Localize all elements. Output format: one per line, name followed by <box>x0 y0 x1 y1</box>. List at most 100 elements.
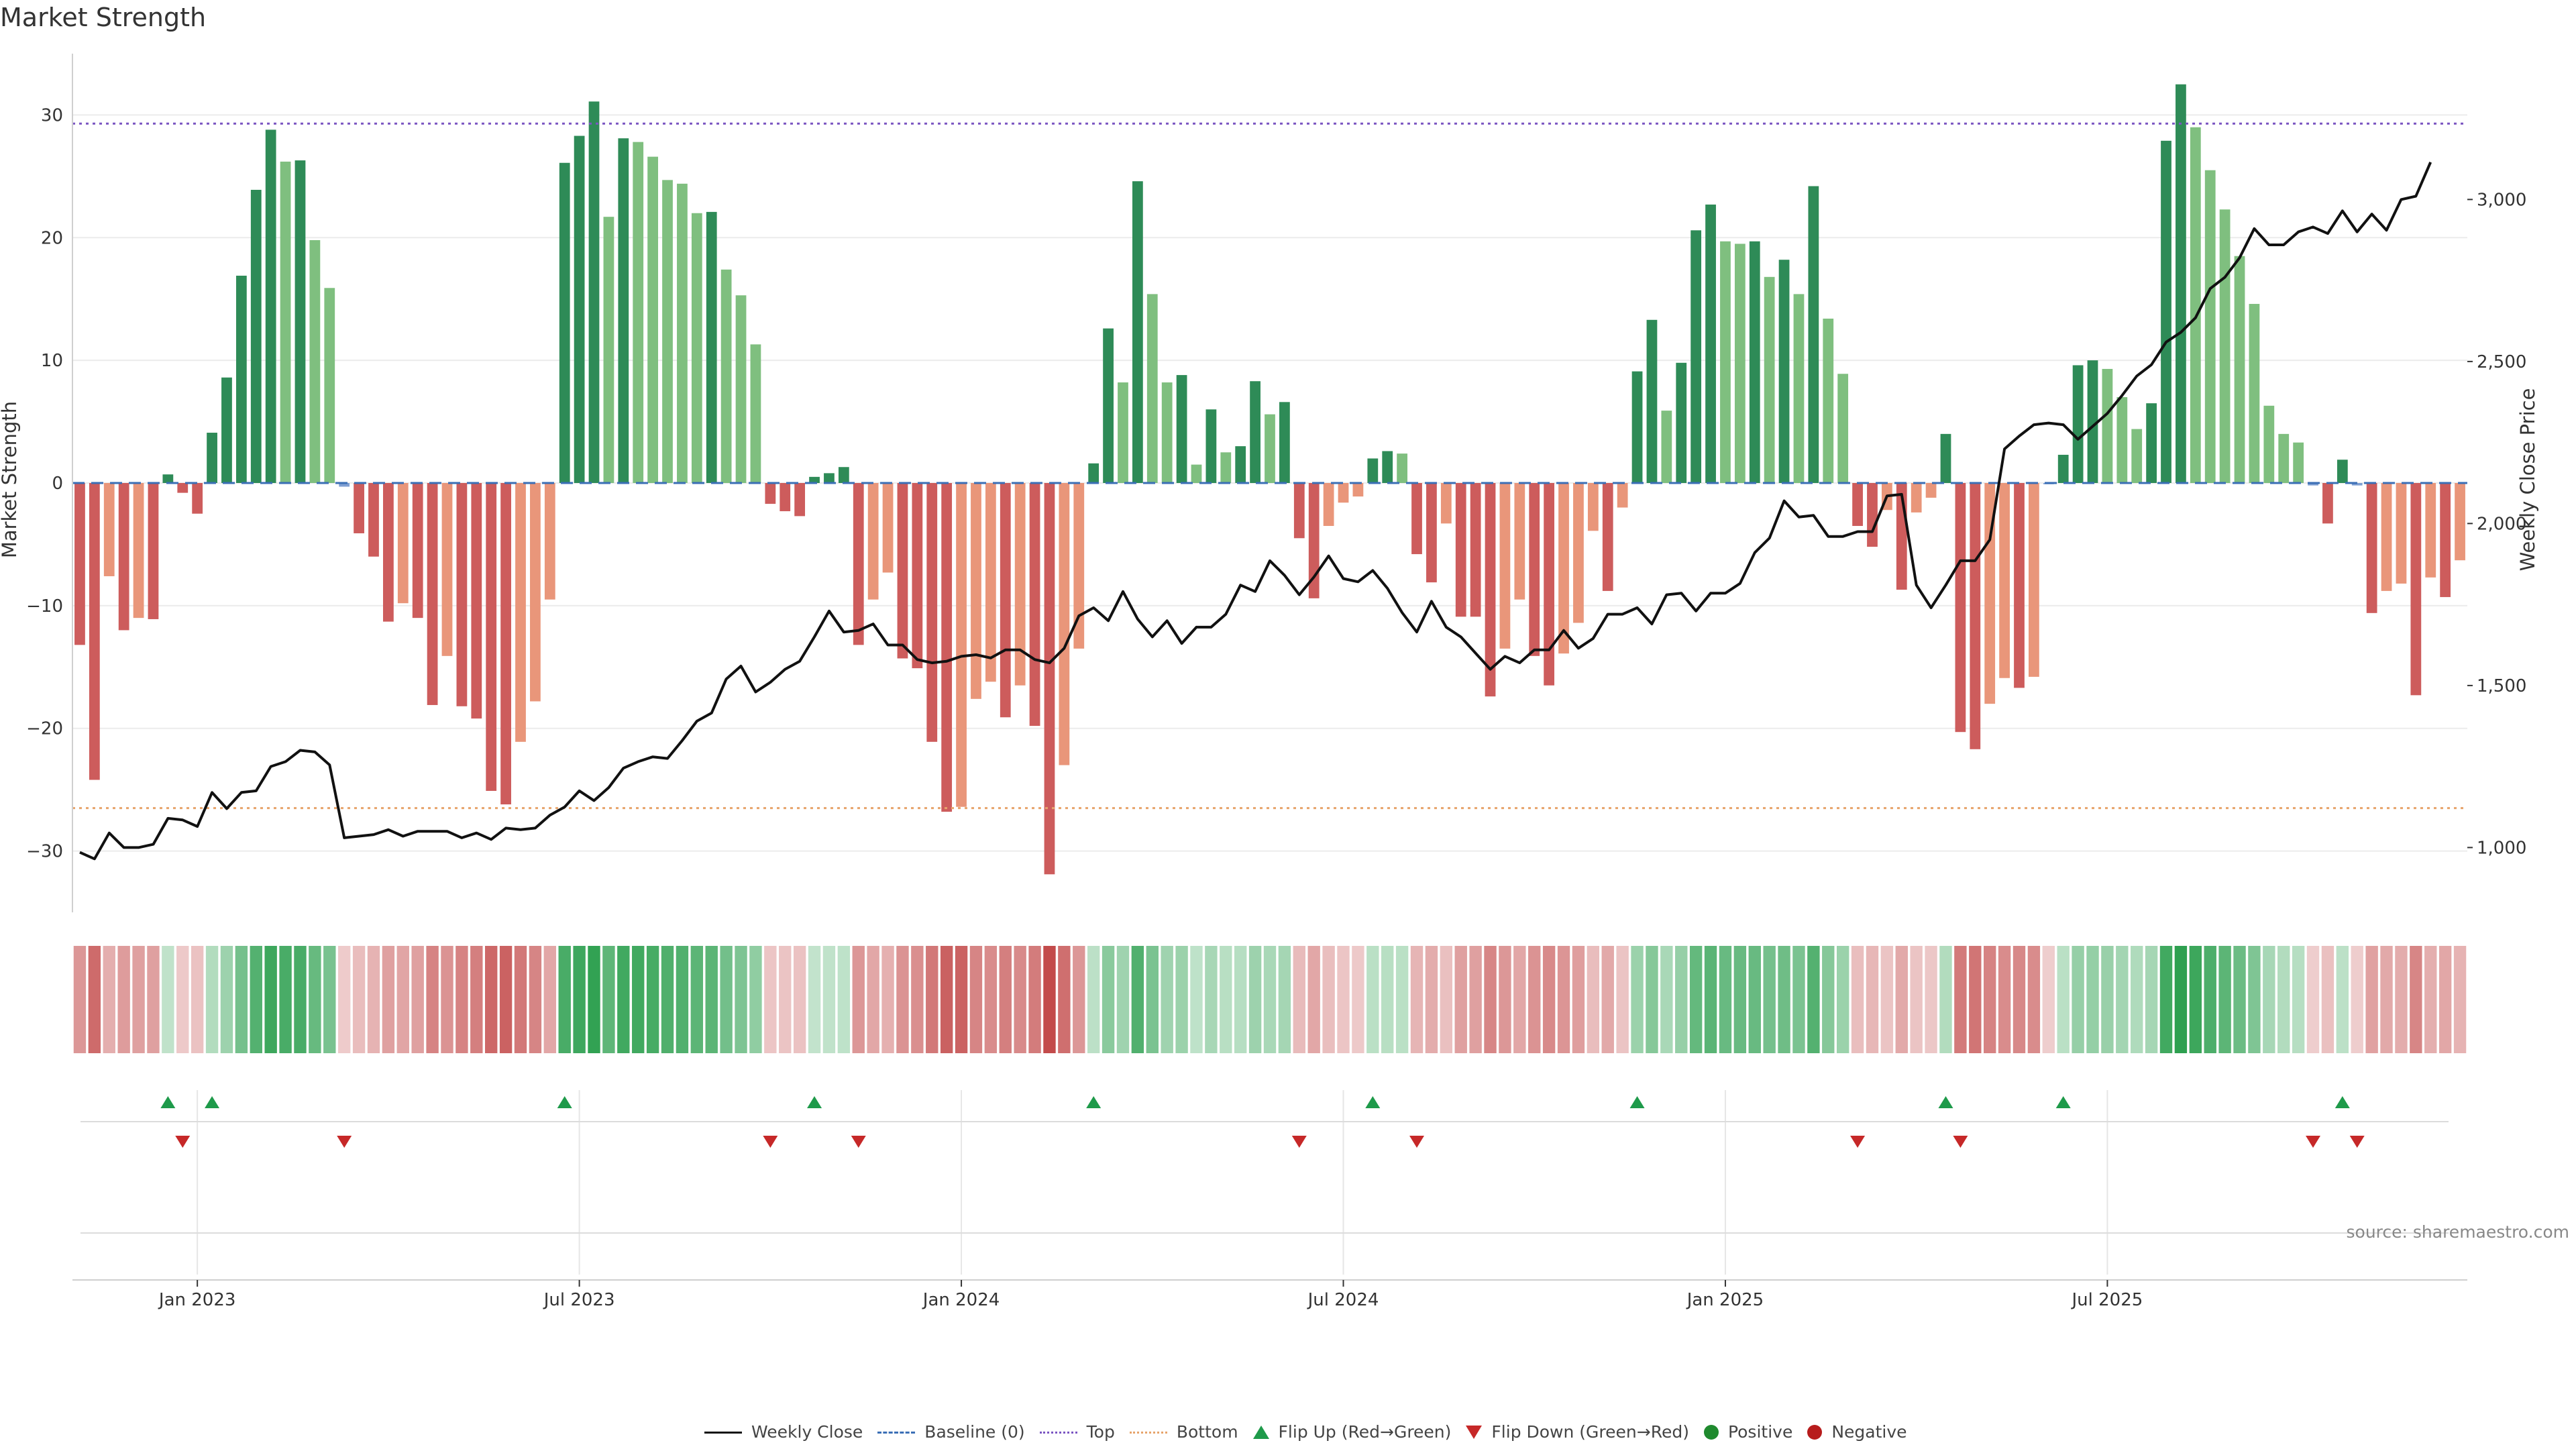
strength-bar <box>530 483 541 702</box>
strength-bar <box>1499 483 1511 649</box>
weekly-close-line <box>79 162 2432 861</box>
heat-cell <box>2086 946 2099 1053</box>
strength-bar <box>1793 294 1805 483</box>
strength-bar <box>2116 397 2128 483</box>
strength-bar <box>1367 458 1379 483</box>
heat-cell <box>1836 946 1849 1053</box>
strength-bar <box>2057 454 2069 483</box>
y-left-tick-label: −30 <box>26 842 63 862</box>
heat-cell <box>1925 946 1937 1053</box>
y-axis-left-label: Market Strength <box>0 401 21 558</box>
y-right-tick-label: 1,000 <box>2477 838 2526 858</box>
heat-cell <box>220 946 233 1053</box>
heat-cell <box>2438 946 2452 1053</box>
strength-bar <box>2322 483 2333 524</box>
heat-cell <box>1646 946 1658 1053</box>
heat-cell <box>808 946 821 1053</box>
strength-bar <box>2337 460 2348 483</box>
y-left-tick-label: 0 <box>52 474 63 494</box>
heat-cell <box>103 946 115 1053</box>
heat-cell <box>749 946 762 1053</box>
strength-bar <box>1382 451 1393 483</box>
strength-bar <box>956 483 967 807</box>
strength-bar <box>280 161 291 483</box>
strength-bar <box>1426 483 1437 583</box>
heat-cell <box>852 946 865 1053</box>
heat-cell <box>1675 946 1688 1053</box>
strength-bar <box>1940 433 1951 483</box>
strength-bar <box>354 483 364 533</box>
heat-cell <box>1851 946 1864 1053</box>
heat-cell <box>1322 946 1335 1053</box>
heat-cell <box>2057 946 2070 1053</box>
heat-cell <box>1175 946 1188 1053</box>
strength-bar <box>853 483 864 645</box>
strength-bar <box>794 483 806 517</box>
strength-bar <box>647 156 659 483</box>
heat-cell <box>1866 946 1879 1053</box>
heat-cell <box>1410 946 1424 1053</box>
heat-cell <box>822 946 836 1053</box>
heat-cell <box>205 946 219 1053</box>
heat-cell <box>764 946 777 1053</box>
heat-cell <box>1689 946 1703 1053</box>
strength-bar <box>867 483 879 600</box>
y-left-tick-label: 30 <box>41 105 63 125</box>
strength-bar <box>2219 209 2231 483</box>
heat-cell <box>176 946 189 1053</box>
heat-cell <box>1998 946 2011 1053</box>
strength-bar <box>2308 483 2318 486</box>
heat-cell <box>2321 946 2334 1053</box>
heat-cell <box>1205 946 1218 1053</box>
strength-bar <box>1764 276 1775 483</box>
heat-cell <box>1572 946 1585 1053</box>
strength-bar <box>1338 483 1349 503</box>
strength-bar <box>2131 429 2143 483</box>
heat-cell <box>191 946 204 1053</box>
heat-cell <box>661 946 674 1053</box>
strength-bar <box>250 189 262 483</box>
strength-bar <box>1323 483 1334 526</box>
strength-bar <box>838 467 849 483</box>
legend-baseline: Baseline (0) <box>877 1422 1025 1442</box>
x-tick-label: Jul 2025 <box>2070 1290 2143 1310</box>
heat-cell <box>1880 946 1894 1053</box>
strength-bar <box>2161 140 2171 484</box>
strength-bar <box>1925 483 1937 498</box>
strength-bar <box>2396 483 2407 584</box>
heat-cell <box>529 946 542 1053</box>
strength-bar <box>706 211 717 483</box>
strength-bar <box>456 483 468 706</box>
heat-cell <box>2424 946 2437 1053</box>
strength-bar <box>1059 483 1070 765</box>
heat-cell <box>2145 946 2158 1053</box>
x-tick-label: Jul 2023 <box>543 1290 615 1310</box>
strength-bar <box>633 142 644 483</box>
heat-cell <box>1161 946 1173 1053</box>
heat-cell <box>2365 946 2378 1053</box>
strength-bar <box>1808 186 1819 483</box>
heat-cell <box>2306 946 2320 1053</box>
heat-cell <box>396 946 409 1053</box>
heat-cell <box>323 946 336 1053</box>
strength-bar <box>691 213 702 483</box>
flip-up-marker <box>205 1096 220 1108</box>
strength-bar <box>221 377 232 483</box>
heat-cell <box>543 946 557 1053</box>
heat-cell <box>1116 946 1130 1053</box>
strength-bar <box>1544 483 1555 686</box>
heat-cell <box>2351 946 2363 1053</box>
strength-bar <box>941 483 953 812</box>
strength-bar <box>1293 483 1305 539</box>
heat-cell <box>735 946 747 1053</box>
strength-bar <box>89 483 100 780</box>
heat-cell <box>1719 946 1732 1053</box>
y-left-tick-label: −10 <box>26 596 63 616</box>
legend-positive-label: Positive <box>1727 1422 1793 1442</box>
strength-bar <box>1470 483 1481 617</box>
heat-cell <box>352 946 366 1053</box>
heat-cell <box>2218 946 2231 1053</box>
heat-cell <box>2116 946 2129 1053</box>
strength-bar <box>2455 483 2465 561</box>
strength-bar <box>1529 483 1540 656</box>
